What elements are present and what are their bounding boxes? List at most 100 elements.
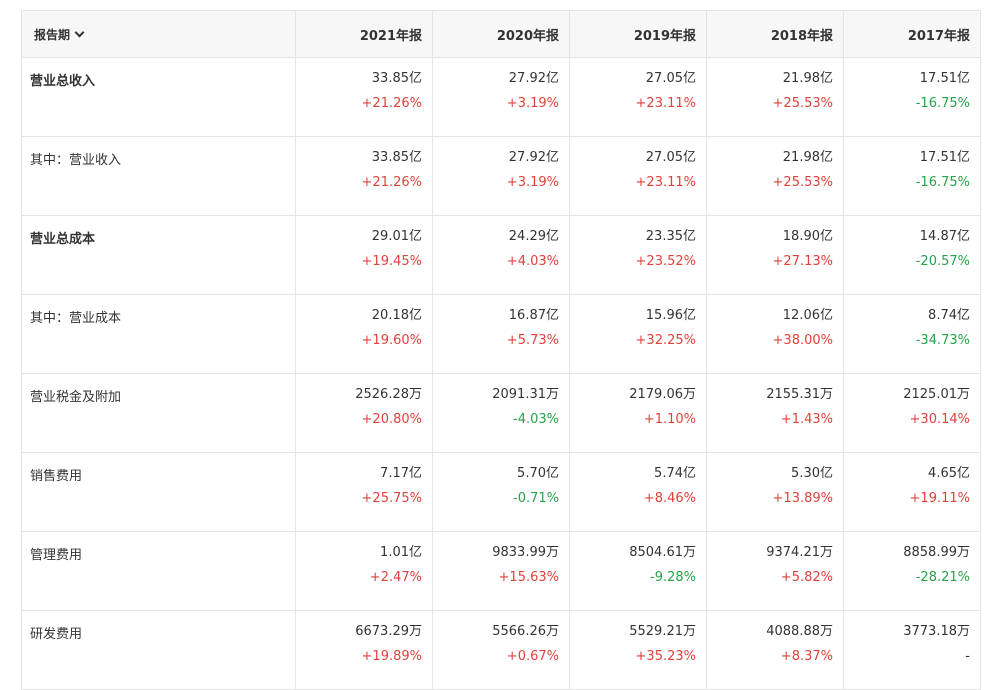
cell-value: 17.51亿 [919, 71, 970, 86]
table-cell: 1.01亿 +2.47% [295, 531, 433, 611]
cell-change-percent: +5.82% [780, 570, 833, 585]
cell-change-percent: -20.57% [915, 254, 970, 269]
cell-change-percent: +15.63% [498, 570, 559, 585]
cell-value: 2155.31万 [766, 387, 833, 402]
table-cell: 2179.06万 +1.10% [569, 373, 707, 453]
cell-value: 24.29亿 [508, 229, 559, 244]
cell-value: 2179.06万 [629, 387, 696, 402]
table-cell: 2526.28万 +20.80% [295, 373, 433, 453]
financial-summary-table: 报告期 2021年报 2020年报 2019年报 2018年报 2017年报 营… [21, 10, 981, 690]
cell-change-percent: +3.19% [506, 175, 559, 190]
cell-value: 27.05亿 [645, 71, 696, 86]
cell-value: 9833.99万 [492, 545, 559, 560]
year-header-2017: 2017年报 [843, 10, 981, 58]
cell-value: 18.90亿 [782, 229, 833, 244]
cell-value: 33.85亿 [371, 71, 422, 86]
cell-change-percent: +27.13% [772, 254, 833, 269]
row-label: 研发费用 [21, 610, 296, 690]
cell-change-percent: +1.10% [643, 412, 696, 427]
table-row: 其中：营业成本 20.18亿 +19.60% 16.87亿 +5.73% 15.96亿 +3… [21, 294, 981, 374]
cell-change-percent: -9.28% [650, 570, 696, 585]
cell-change-percent: +19.11% [909, 491, 970, 506]
cell-value: 27.05亿 [645, 150, 696, 165]
table-cell: 18.90亿 +27.13% [706, 215, 844, 295]
cell-change-percent: -16.75% [915, 96, 970, 111]
cell-value: 9374.21万 [766, 545, 833, 560]
cell-change-percent: +8.37% [780, 649, 833, 664]
cell-value: 21.98亿 [782, 71, 833, 86]
table-cell: 9833.99万 +15.63% [432, 531, 570, 611]
cell-change-percent: +21.26% [361, 96, 422, 111]
cell-value: 14.87亿 [919, 229, 970, 244]
table-cell: 33.85亿 +21.26% [295, 136, 433, 216]
cell-change-percent: - [965, 649, 970, 664]
cell-value: 5566.26万 [492, 624, 559, 639]
table-cell: 15.96亿 +32.25% [569, 294, 707, 374]
table-cell: 8504.61万 -9.28% [569, 531, 707, 611]
row-label: 营业税金及附加 [21, 373, 296, 453]
cell-value: 8504.61万 [629, 545, 696, 560]
cell-value: 1.01亿 [380, 545, 422, 560]
report-period-dropdown[interactable]: 报告期 [21, 10, 296, 58]
table-cell: 12.06亿 +38.00% [706, 294, 844, 374]
cell-change-percent: +25.75% [361, 491, 422, 506]
table-header-row: 报告期 2021年报 2020年报 2019年报 2018年报 2017年报 [21, 10, 981, 58]
cell-value: 8858.99万 [903, 545, 970, 560]
table-cell: 17.51亿 -16.75% [843, 57, 981, 137]
row-label: 管理费用 [21, 531, 296, 611]
table-row: 营业总收入 33.85亿 +21.26% 27.92亿 +3.19% 27.05亿 +23.… [21, 57, 981, 137]
cell-change-percent: +38.00% [772, 333, 833, 348]
row-label: 营业总成本 [21, 215, 296, 295]
year-header-2018: 2018年报 [706, 10, 844, 58]
year-header-2019: 2019年报 [569, 10, 707, 58]
cell-change-percent: +8.46% [643, 491, 696, 506]
cell-value: 21.98亿 [782, 150, 833, 165]
cell-value: 2526.28万 [355, 387, 422, 402]
cell-value: 5.30亿 [791, 466, 833, 481]
table-cell: 20.18亿 +19.60% [295, 294, 433, 374]
row-label: 营业总收入 [21, 57, 296, 137]
cell-value: 20.18亿 [371, 308, 422, 323]
table-cell: 7.17亿 +25.75% [295, 452, 433, 532]
cell-value: 17.51亿 [919, 150, 970, 165]
table-cell: 5.70亿 -0.71% [432, 452, 570, 532]
cell-value: 7.17亿 [380, 466, 422, 481]
table-row: 管理费用 1.01亿 +2.47% 9833.99万 +15.63% 8504.61万 -9… [21, 531, 981, 611]
cell-value: 27.92亿 [508, 71, 559, 86]
table-cell: 29.01亿 +19.45% [295, 215, 433, 295]
cell-value: 16.87亿 [508, 308, 559, 323]
cell-change-percent: +19.45% [361, 254, 422, 269]
table-cell: 5.74亿 +8.46% [569, 452, 707, 532]
row-label: 其中：营业成本 [21, 294, 296, 374]
cell-change-percent: +23.11% [635, 175, 696, 190]
table-cell: 14.87亿 -20.57% [843, 215, 981, 295]
cell-value: 12.06亿 [782, 308, 833, 323]
table-cell: 27.05亿 +23.11% [569, 57, 707, 137]
table-row: 营业总成本 29.01亿 +19.45% 24.29亿 +4.03% 23.35亿 +23.… [21, 215, 981, 295]
table-row: 营业税金及附加 2526.28万 +20.80% 2091.31万 -4.03% 2179… [21, 373, 981, 453]
cell-value: 27.92亿 [508, 150, 559, 165]
cell-value: 6673.29万 [355, 624, 422, 639]
table-cell: 23.35亿 +23.52% [569, 215, 707, 295]
cell-value: 15.96亿 [645, 308, 696, 323]
cell-change-percent: +4.03% [506, 254, 559, 269]
table-row: 其中：营业收入 33.85亿 +21.26% 27.92亿 +3.19% 27.05亿 +2… [21, 136, 981, 216]
cell-value: 4.65亿 [928, 466, 970, 481]
cell-value: 5529.21万 [629, 624, 696, 639]
cell-value: 2091.31万 [492, 387, 559, 402]
cell-change-percent: +23.11% [635, 96, 696, 111]
table-cell: 27.92亿 +3.19% [432, 136, 570, 216]
cell-change-percent: +0.67% [506, 649, 559, 664]
cell-value: 29.01亿 [371, 229, 422, 244]
table-cell: 21.98亿 +25.53% [706, 57, 844, 137]
table-cell: 8.74亿 -34.73% [843, 294, 981, 374]
table-cell: 6673.29万 +19.89% [295, 610, 433, 690]
table-cell: 4088.88万 +8.37% [706, 610, 844, 690]
cell-value: 8.74亿 [928, 308, 970, 323]
table-cell: 27.05亿 +23.11% [569, 136, 707, 216]
cell-change-percent: -16.75% [915, 175, 970, 190]
cell-value: 33.85亿 [371, 150, 422, 165]
cell-change-percent: +2.47% [369, 570, 422, 585]
cell-change-percent: -28.21% [915, 570, 970, 585]
table-cell: 3773.18万 - [843, 610, 981, 690]
